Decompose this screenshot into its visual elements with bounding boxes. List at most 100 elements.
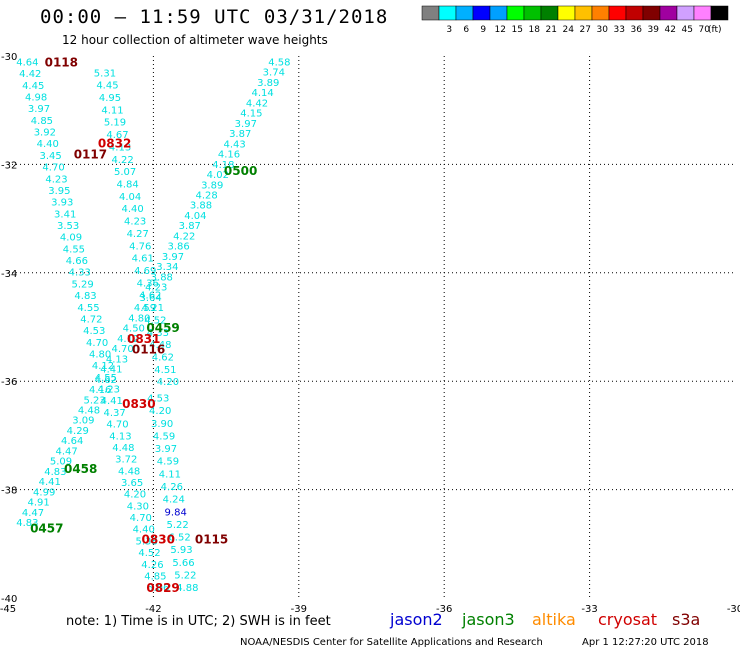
swh-value: 4.16 [218, 150, 240, 161]
swh-value: 4.48 [78, 406, 100, 417]
swh-value: 4.20 [124, 490, 146, 501]
swh-value: 4.11 [159, 469, 181, 480]
swh-value: 5.93 [170, 545, 192, 556]
swh-value: 4.55 [77, 303, 99, 314]
swh-value: 5.31 [94, 68, 116, 79]
swh-value: 4.70 [130, 513, 152, 524]
y-tick-label: -36 [1, 377, 17, 388]
swh-value: 4.20 [157, 377, 179, 388]
x-tick-label: -45 [0, 604, 16, 615]
swh-value: 4.42 [19, 69, 41, 80]
swh-value: 4.55 [63, 244, 85, 255]
time-label: 0116 [132, 343, 165, 357]
y-tick-label: -32 [1, 160, 17, 171]
swh-value: 5.23 [83, 395, 105, 406]
swh-value: 4.52 [138, 548, 160, 559]
swh-value: 4.43 [223, 139, 245, 150]
swh-value: 4.26 [141, 560, 163, 571]
colorbar-swatch [625, 5, 644, 21]
swh-value: 4.09 [60, 233, 82, 244]
time-label: 0118 [45, 55, 78, 69]
swh-value: 4.59 [157, 457, 179, 468]
swh-value: 4.13 [109, 142, 131, 153]
swh-value: 4.83 [16, 518, 38, 529]
swh-value: 4.69 [134, 266, 156, 277]
swh-value: 4.70 [86, 338, 108, 349]
time-label: 0115 [195, 532, 228, 546]
swh-value: 4.41 [101, 396, 123, 407]
swh-value: 4.30 [127, 501, 149, 512]
swh-value: 4.45 [22, 81, 44, 92]
colorbar-label: 42 [664, 25, 675, 35]
swh-value: 3.41 [54, 209, 76, 220]
swh-value: 5.06 [147, 583, 169, 594]
colorbar-label: 33 [613, 25, 624, 35]
colorbar-label: 30 [596, 25, 608, 35]
swh-value: 4.62 [139, 291, 161, 302]
colorbar-swatch [506, 5, 525, 21]
colorbar-swatch [608, 5, 627, 21]
swh-value: 4.48 [118, 466, 140, 477]
colorbar-swatch [523, 5, 542, 21]
swh-value: 5.07 [114, 167, 136, 178]
colorbar-label: 9 [480, 25, 486, 35]
swh-value: 3.45 [40, 151, 62, 162]
swh-value: 4.28 [195, 191, 217, 202]
swh-value: 3.64 [139, 293, 161, 304]
swh-value: 4.12 [117, 334, 139, 345]
swh-value: 4.15 [240, 109, 262, 120]
colorbar-label: 45 [681, 25, 692, 35]
time-label: 0457 [30, 522, 63, 536]
swh-value: 4.80 [128, 313, 150, 324]
swh-value: 4.84 [116, 179, 138, 190]
swh-value: 4.72 [80, 314, 102, 325]
swh-value: 3.89 [201, 180, 223, 191]
swh-value: 4.20 [149, 406, 171, 417]
swh-value: 4.26 [161, 482, 183, 493]
swh-value: 4.88 [176, 583, 198, 594]
colorbar-label: 27 [579, 25, 590, 35]
swh-value: 4.27 [127, 229, 149, 240]
swh-value: 4.85 [31, 116, 53, 127]
swh-value: 4.23 [124, 217, 146, 228]
swh-value: 4.70 [111, 344, 133, 355]
footer-credit: NOAA/NESDIS Center for Satellite Applica… [240, 637, 543, 648]
plot-area: -45 -42 -39 -36 -33 -30 -30 -32 -34 -36 -38 -40 4.64… [0, 52, 740, 615]
swh-value: 4.22 [173, 231, 195, 242]
swh-value: 4.70 [106, 420, 128, 431]
swh-value: 3.95 [48, 186, 70, 197]
time-label: 0831 [127, 332, 160, 346]
swh-value: 3.86 [167, 242, 189, 253]
swh-value: 4.59 [134, 303, 156, 314]
swh-value: 3.97 [28, 104, 50, 115]
swh-value: 4.64 [16, 57, 38, 68]
colorbar-label: 18 [528, 25, 540, 35]
colorbar-swatch [693, 5, 712, 21]
colorbar-swatch [642, 5, 661, 21]
swh-value: 4.70 [42, 163, 64, 174]
swh-value: 4.67 [106, 130, 128, 141]
swh-value: 4.62 [152, 352, 174, 363]
swh-value: 4.14 [251, 88, 273, 99]
swh-value: 4.23 [98, 385, 120, 396]
swh-value: 4.13 [109, 431, 131, 442]
satellite-legend: jason2 jason3 altika cryosat s3a [389, 610, 700, 629]
swh-value: 4.76 [129, 241, 151, 252]
swh-value: 4.36 [137, 278, 159, 289]
swh-value: 3.87 [179, 221, 201, 232]
swh-value: 4.18 [212, 160, 234, 171]
colorbar-swatch [455, 5, 474, 21]
swh-value: 4.33 [69, 268, 91, 279]
swh-value: 9.84 [165, 507, 187, 518]
swh-value: 6.52 [168, 533, 190, 544]
swh-value: 4.40 [133, 525, 155, 536]
swh-value: 5.38 [135, 536, 157, 547]
swh-value: 4.24 [163, 495, 185, 506]
swh-value: 4.53 [147, 393, 169, 404]
swh-value: 3.97 [162, 252, 184, 263]
x-tick-label: -36 [436, 604, 452, 615]
colorbar-label: 39 [647, 25, 659, 35]
colorbar-label: 21 [545, 25, 556, 35]
swh-value: 4.48 [112, 443, 134, 454]
swh-value: 4.04 [119, 192, 141, 203]
